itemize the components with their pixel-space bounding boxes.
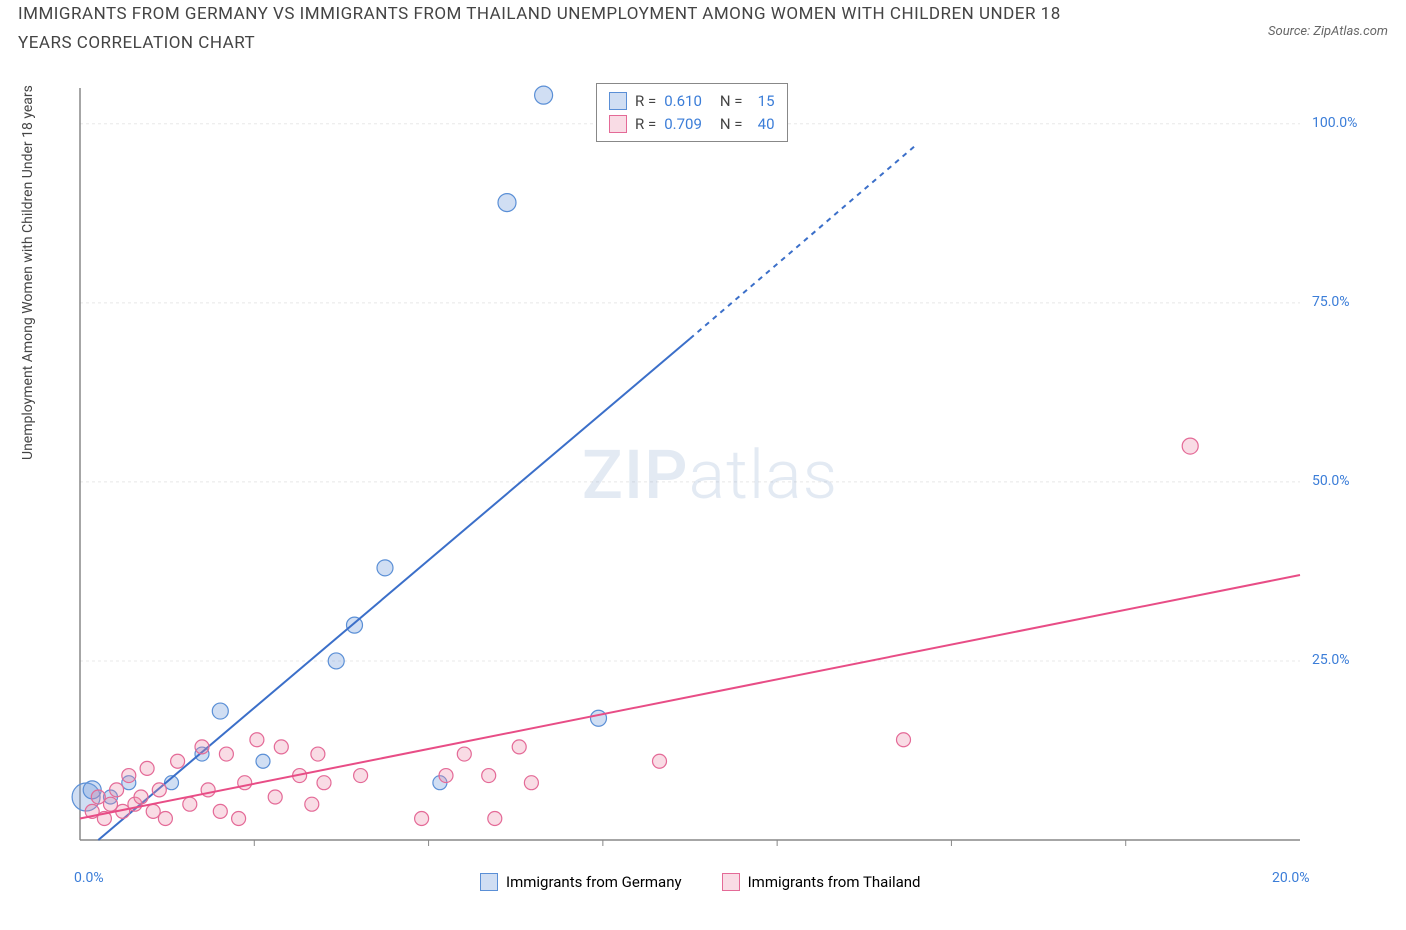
- legend-swatch-germany-icon: [480, 873, 498, 891]
- legend-swatch-thailand-icon: [722, 873, 740, 891]
- x-tick-0: 0.0%: [74, 870, 104, 886]
- y-tick-25: 25.0%: [1312, 652, 1350, 668]
- legend-swatch-thailand: [609, 115, 627, 133]
- y-tick-50: 50.0%: [1312, 473, 1350, 489]
- y-tick-100: 100.0%: [1312, 115, 1357, 131]
- legend-row-germany: R = 0.610 N = 15: [609, 90, 775, 113]
- series-legend: Immigrants from Germany Immigrants from …: [480, 873, 921, 891]
- x-tick-1: 20.0%: [1272, 870, 1310, 886]
- source-attribution: Source: ZipAtlas.com: [1268, 24, 1388, 39]
- correlation-legend: R = 0.610 N = 15 R = 0.709 N = 40: [596, 83, 788, 142]
- legend-item-germany: Immigrants from Germany: [480, 873, 682, 891]
- y-tick-75: 75.0%: [1312, 294, 1350, 310]
- chart-title: IMMIGRANTS FROM GERMANY VS IMMIGRANTS FR…: [18, 0, 1118, 58]
- scatter-chart: ZIPatlas: [60, 80, 1360, 870]
- legend-item-thailand: Immigrants from Thailand: [722, 873, 921, 891]
- y-axis-label: Unemployment Among Women with Children U…: [20, 85, 36, 460]
- legend-swatch-germany: [609, 92, 627, 110]
- legend-row-thailand: R = 0.709 N = 40: [609, 113, 775, 136]
